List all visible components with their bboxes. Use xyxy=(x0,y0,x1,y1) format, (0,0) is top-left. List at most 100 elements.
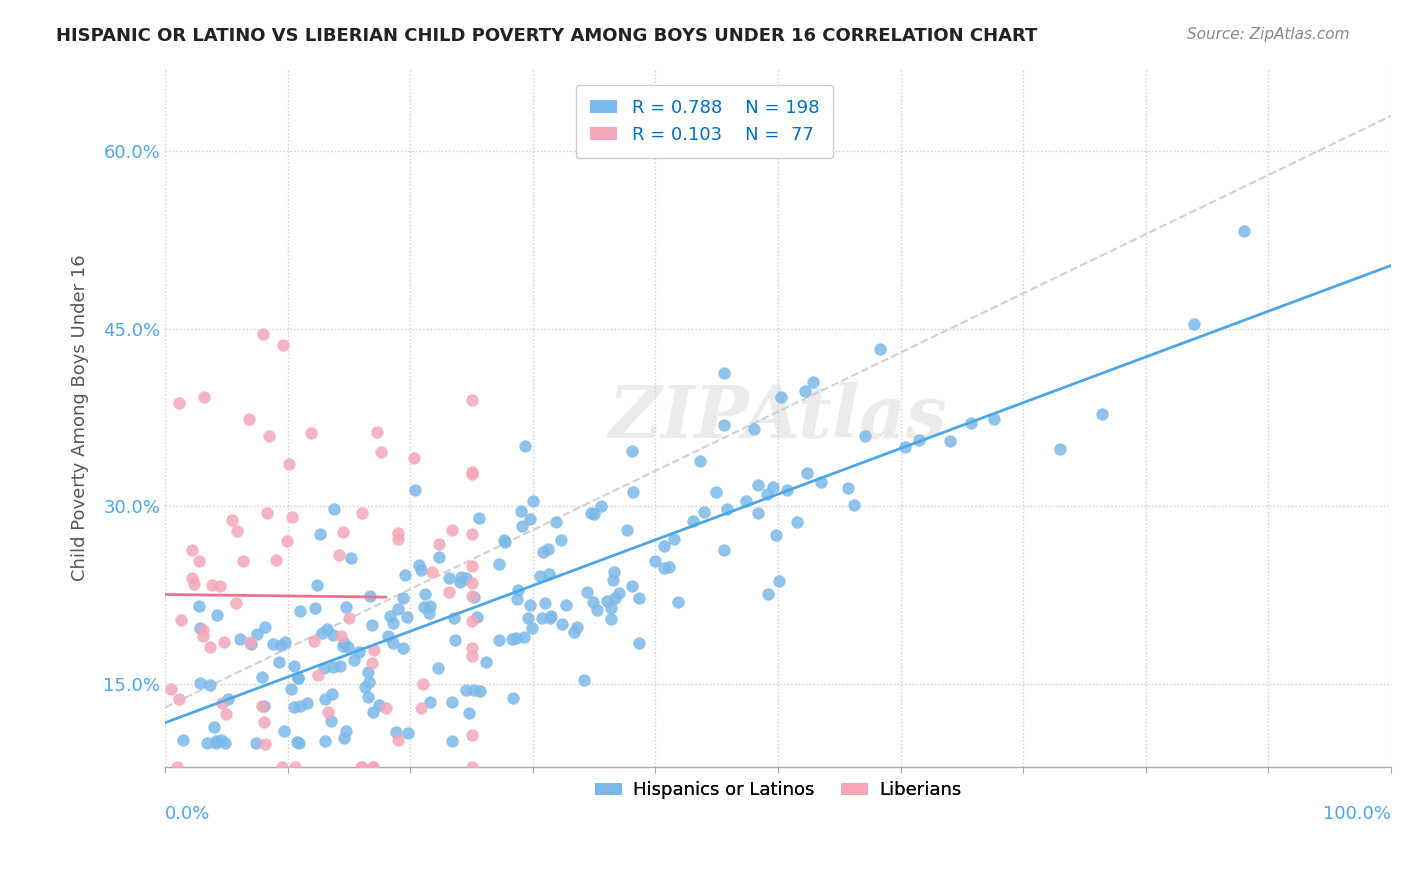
Point xyxy=(427,537,450,551)
Point xyxy=(363,759,385,773)
Point xyxy=(567,620,589,634)
Point xyxy=(519,598,541,612)
Point xyxy=(793,384,815,398)
Point xyxy=(349,759,371,773)
Point xyxy=(538,567,561,582)
Point xyxy=(460,467,482,481)
Point xyxy=(441,734,464,748)
Point xyxy=(387,733,409,747)
Point xyxy=(468,683,491,698)
Point xyxy=(360,656,382,670)
Point xyxy=(506,582,529,597)
Point xyxy=(382,616,405,631)
Point xyxy=(396,610,419,624)
Point xyxy=(460,465,482,479)
Point xyxy=(188,622,211,636)
Point xyxy=(239,635,262,649)
Point xyxy=(600,612,623,626)
Point xyxy=(574,673,596,687)
Point xyxy=(505,631,527,645)
Point xyxy=(332,639,354,653)
Point xyxy=(257,429,280,443)
Point xyxy=(460,527,482,541)
Point xyxy=(283,659,305,673)
Point xyxy=(392,591,415,606)
Point xyxy=(869,342,891,356)
Point xyxy=(454,571,477,585)
Point xyxy=(211,696,233,710)
Point xyxy=(304,601,326,615)
Point xyxy=(689,454,711,468)
Point xyxy=(329,659,352,673)
Point xyxy=(215,707,238,722)
Legend: Hispanics or Latinos, Liberians: Hispanics or Latinos, Liberians xyxy=(588,774,969,806)
Point xyxy=(853,429,876,443)
Point xyxy=(361,705,384,719)
Point xyxy=(540,608,562,623)
Point xyxy=(519,511,541,525)
Point xyxy=(270,638,292,652)
Point xyxy=(238,411,260,425)
Point xyxy=(437,584,460,599)
Point xyxy=(402,450,425,465)
Point xyxy=(359,589,381,603)
Point xyxy=(330,629,353,643)
Point xyxy=(530,611,553,625)
Point xyxy=(335,599,357,614)
Point xyxy=(510,518,533,533)
Point xyxy=(456,682,478,697)
Point xyxy=(494,534,516,549)
Point xyxy=(193,623,215,637)
Point xyxy=(412,600,434,615)
Point xyxy=(893,440,915,454)
Point xyxy=(190,676,212,690)
Point xyxy=(280,510,302,524)
Point xyxy=(254,620,277,634)
Point xyxy=(457,706,479,721)
Point xyxy=(600,601,623,615)
Point xyxy=(314,692,336,706)
Point xyxy=(460,614,482,628)
Point xyxy=(350,759,373,773)
Point xyxy=(254,737,277,751)
Point xyxy=(347,645,370,659)
Point xyxy=(273,723,295,738)
Point xyxy=(387,532,409,546)
Point xyxy=(332,525,354,540)
Point xyxy=(427,661,450,675)
Point xyxy=(337,611,360,625)
Point xyxy=(253,715,276,730)
Point xyxy=(195,736,218,750)
Point xyxy=(776,483,799,498)
Point xyxy=(302,634,325,648)
Point xyxy=(172,733,194,747)
Point xyxy=(250,669,273,683)
Point xyxy=(693,506,716,520)
Point xyxy=(513,630,536,644)
Point xyxy=(603,566,626,580)
Point xyxy=(245,736,267,750)
Point xyxy=(198,640,221,654)
Point xyxy=(204,734,226,748)
Point xyxy=(239,637,262,651)
Point xyxy=(762,480,785,494)
Point xyxy=(810,475,832,489)
Point xyxy=(463,682,485,697)
Point xyxy=(387,525,409,540)
Point xyxy=(449,574,471,589)
Point xyxy=(522,493,544,508)
Point xyxy=(274,635,297,649)
Point xyxy=(621,443,644,458)
Point xyxy=(533,596,555,610)
Point xyxy=(644,554,666,568)
Point xyxy=(357,690,380,704)
Point xyxy=(170,614,193,628)
Point xyxy=(440,695,463,709)
Text: 100.0%: 100.0% xyxy=(1323,805,1391,823)
Point xyxy=(607,586,630,600)
Point xyxy=(796,466,818,480)
Point xyxy=(271,759,294,773)
Point xyxy=(538,610,561,624)
Point xyxy=(280,681,302,696)
Point xyxy=(278,457,301,471)
